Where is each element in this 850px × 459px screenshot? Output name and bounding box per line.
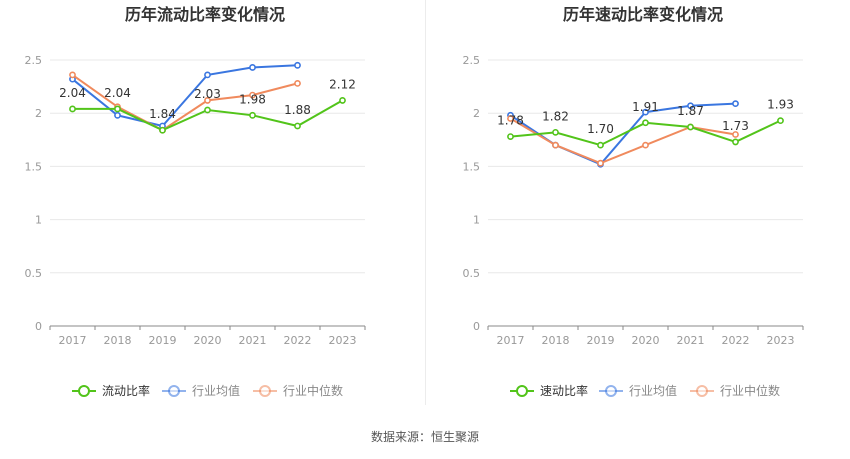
legend-marker — [516, 385, 528, 397]
y-tick-label: 2.5 — [463, 54, 481, 67]
series-1-point — [732, 100, 739, 108]
data-label: 1.88 — [284, 103, 311, 117]
data-label: 2.04 — [59, 86, 86, 100]
y-tick-label: 2.5 — [25, 54, 43, 67]
series-2-line — [71, 74, 298, 132]
series-2-point — [642, 141, 649, 149]
y-tick-label: 1 — [473, 214, 480, 227]
y-tick-label: 1.5 — [25, 160, 43, 173]
legend-marker — [78, 385, 90, 397]
series-0-point — [732, 138, 739, 146]
data-label: 1.70 — [587, 122, 614, 136]
y-tick-label: 0 — [473, 320, 480, 333]
series-0-point — [552, 128, 559, 136]
series-1-point — [642, 108, 649, 116]
series-2-point — [204, 97, 211, 104]
y-tick-label: 1 — [35, 214, 42, 227]
x-tick-label: 2020 — [632, 334, 660, 347]
legend-label: 速动比率 — [540, 383, 588, 398]
legend-label: 行业中位数 — [720, 383, 780, 398]
chart-title: 历年流动比率变化情况 — [125, 5, 285, 24]
series-0-point — [642, 119, 649, 127]
series-1-point — [687, 102, 694, 110]
series-2-point — [597, 159, 604, 167]
current-ratio-chart: 历年流动比率变化情况 0 0.5 1 1.5 2 2.5 2017 2018 2019 2020 20… — [25, 5, 366, 398]
legend-marker — [696, 385, 708, 397]
y-tick-label: 1.5 — [463, 160, 481, 173]
series-0-point — [507, 133, 514, 141]
x-tick-label: 2020 — [194, 334, 222, 347]
legend-item[interactable]: 行业均值 — [162, 383, 240, 398]
series-2-point — [507, 115, 514, 122]
chart-title: 历年速动比率变化情况 — [563, 5, 723, 24]
series-0-point — [687, 123, 694, 131]
y-tick-label: 0.5 — [25, 267, 43, 280]
x-tick-label: 2023 — [329, 334, 357, 347]
series-1-point — [249, 64, 256, 71]
x-tick-label: 2022 — [722, 334, 750, 347]
x-tick-label: 2019 — [587, 334, 615, 347]
y-tick-label: 2 — [35, 107, 42, 120]
legend-marker — [259, 385, 271, 397]
series-0-point — [69, 105, 76, 113]
series-0-point — [294, 122, 301, 130]
data-label: 1.82 — [542, 109, 569, 123]
data-label: 1.78 — [497, 114, 524, 128]
legend-marker — [605, 385, 617, 397]
series-1-point — [204, 71, 211, 79]
data-label: 2.03 — [194, 87, 221, 101]
panel-divider — [425, 0, 426, 405]
series-2-point — [732, 131, 739, 138]
series-0-point — [204, 106, 211, 114]
legend-item[interactable]: 行业中位数 — [690, 383, 780, 398]
series-0-point — [114, 105, 121, 113]
series-2-point — [552, 141, 559, 149]
data-label: 1.98 — [239, 92, 266, 106]
series-0-point — [159, 126, 166, 134]
series-0-point — [249, 111, 256, 119]
data-label: 1.84 — [149, 107, 176, 121]
x-tick-label: 2021 — [239, 334, 267, 347]
legend-marker — [168, 385, 180, 397]
x-tick-label: 2023 — [767, 334, 795, 347]
x-tick-label: 2022 — [284, 334, 312, 347]
series-0-point — [339, 97, 346, 104]
x-tick-label: 2018 — [542, 334, 570, 347]
legend-label: 行业均值 — [192, 383, 240, 398]
series-0-point — [777, 117, 784, 125]
legend-item[interactable]: 行业均值 — [599, 383, 677, 398]
y-tick-label: 2 — [473, 107, 480, 120]
series-2-point — [294, 80, 301, 87]
legend-label: 行业中位数 — [283, 383, 343, 398]
legend-item[interactable]: 行业中位数 — [253, 383, 343, 398]
data-label: 2.12 — [329, 77, 356, 91]
series-2-line — [509, 117, 736, 165]
series-1-point — [294, 61, 301, 69]
legend-item[interactable]: 速动比率 — [510, 383, 588, 398]
x-tick-label: 2018 — [104, 334, 132, 347]
data-label: 1.93 — [767, 98, 794, 112]
quick-ratio-chart: 历年速动比率变化情况 0 0.5 1 1.5 2 2.5 2017 2018 2019 2020 20… — [463, 5, 804, 398]
y-tick-label: 0.5 — [463, 267, 481, 280]
data-label: 1.73 — [722, 119, 749, 133]
series-1-point — [114, 111, 121, 119]
source-note: 数据来源：恒生聚源 — [370, 430, 479, 444]
legend-label: 行业均值 — [629, 383, 677, 398]
y-tick-label: 0 — [35, 320, 42, 333]
x-tick-label: 2021 — [677, 334, 705, 347]
data-label: 1.87 — [677, 104, 704, 118]
data-label: 2.04 — [104, 86, 131, 100]
series-2-point — [69, 71, 76, 79]
x-tick-label: 2017 — [59, 334, 87, 347]
legend-label: 流动比率 — [102, 383, 150, 398]
series-0-point — [597, 141, 604, 149]
legend-item[interactable]: 流动比率 — [72, 383, 150, 398]
x-tick-label: 2017 — [497, 334, 525, 347]
x-tick-label: 2019 — [149, 334, 177, 347]
series-2-point — [249, 91, 256, 99]
data-label: 1.91 — [632, 100, 659, 114]
